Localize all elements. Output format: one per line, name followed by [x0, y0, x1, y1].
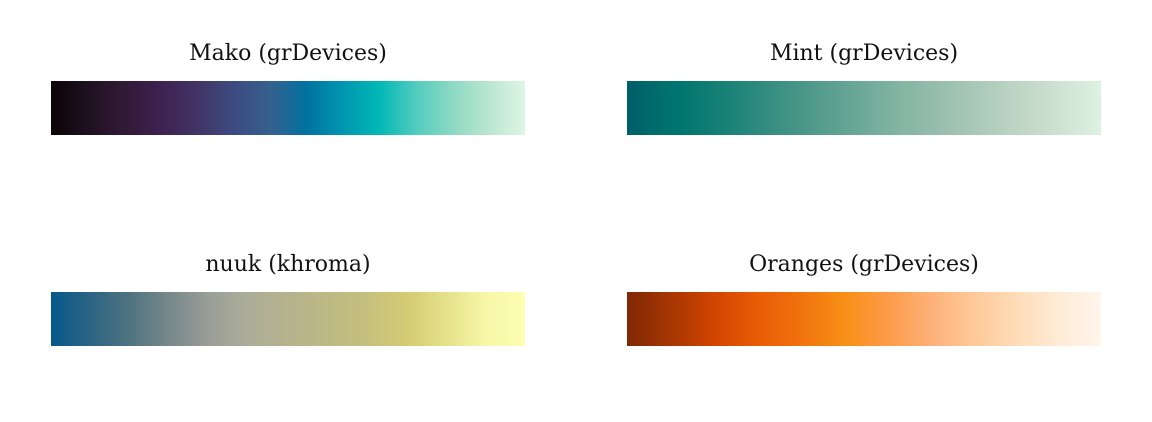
palette-bar — [627, 292, 1102, 346]
palette-bar — [51, 81, 526, 135]
palette-title: Mako (grDevices) — [189, 41, 387, 66]
palette-panel-mint: Mint (grDevices) — [627, 27, 1102, 135]
palette-bar — [51, 292, 525, 346]
color-stop — [837, 81, 891, 135]
color-stop — [995, 81, 1049, 135]
color-stop — [485, 292, 525, 346]
color-stop — [248, 292, 288, 346]
color-stop — [1057, 292, 1102, 346]
color-stop — [160, 81, 197, 135]
color-stop — [415, 81, 453, 135]
palette-bar — [627, 81, 1102, 135]
color-stop — [327, 292, 367, 346]
color-stop — [679, 81, 733, 135]
color-stop — [446, 292, 486, 346]
color-stop — [123, 81, 161, 135]
palette-panel-oranges: Oranges (grDevices) — [627, 238, 1102, 346]
color-stop — [627, 81, 680, 135]
color-stop — [842, 292, 886, 346]
color-stop — [928, 292, 972, 346]
color-stop — [130, 292, 170, 346]
color-stop — [379, 81, 416, 135]
palette-title: nuuk (khroma) — [205, 252, 371, 277]
color-stop — [756, 292, 800, 346]
palette-title: Mint (grDevices) — [769, 41, 959, 66]
palette-title: Oranges (grDevices) — [749, 252, 979, 277]
color-stop — [885, 292, 929, 346]
color-stop — [1048, 81, 1102, 135]
palette-panel-mako: Mako (grDevices) — [51, 27, 526, 135]
color-stop — [342, 81, 380, 135]
palette-panel-nuuk: nuuk (khroma) — [51, 238, 525, 346]
color-stop — [452, 81, 489, 135]
color-stop — [488, 81, 526, 135]
color-stop — [732, 81, 786, 135]
color-stop — [1014, 292, 1058, 346]
color-stop — [713, 292, 757, 346]
color-stop — [785, 81, 838, 135]
color-stop — [90, 292, 130, 346]
color-stop — [196, 81, 234, 135]
color-stop — [890, 81, 944, 135]
color-stop — [943, 81, 996, 135]
color-stop — [627, 292, 671, 346]
color-stop — [209, 292, 249, 346]
color-stop — [51, 81, 88, 135]
color-stop — [51, 292, 91, 346]
color-stop — [670, 292, 714, 346]
color-stop — [406, 292, 446, 346]
color-stop — [306, 81, 343, 135]
color-stop — [799, 292, 843, 346]
color-stop — [233, 81, 270, 135]
color-stop — [269, 81, 307, 135]
color-stop — [169, 292, 209, 346]
color-stop — [288, 292, 328, 346]
color-stop — [971, 292, 1015, 346]
color-stop — [367, 292, 407, 346]
color-stop — [87, 81, 124, 135]
